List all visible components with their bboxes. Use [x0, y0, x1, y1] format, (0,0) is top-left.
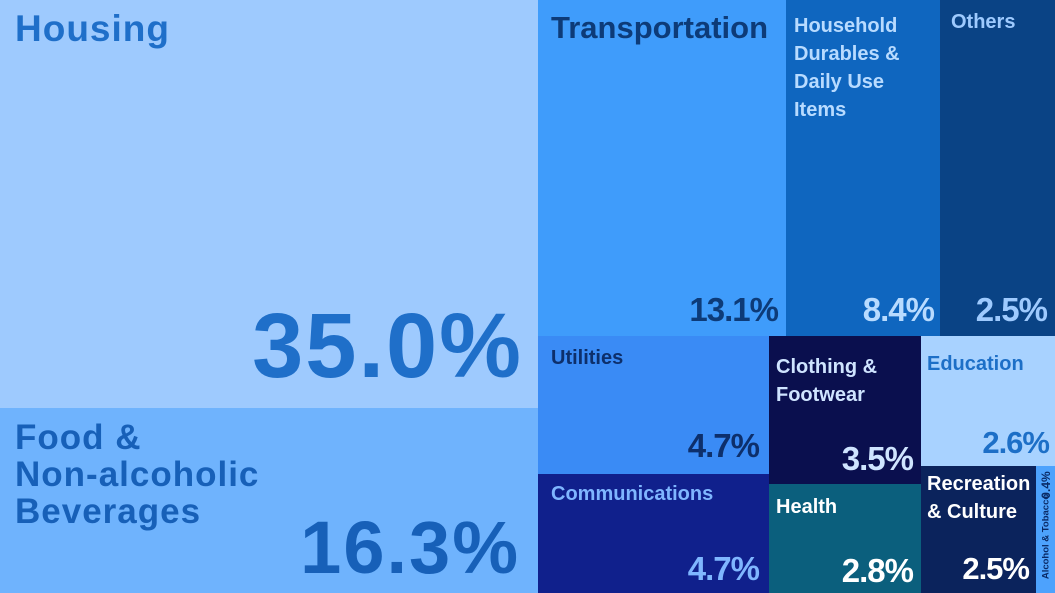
value-communications: 4.7% — [687, 550, 760, 587]
value-others: 2.5% — [975, 291, 1048, 328]
value-utilities: 4.7% — [687, 427, 760, 464]
tile-alcohol: Alcohol & Tobacco 0.4% — [1036, 466, 1055, 593]
value-housing: 35.0% — [252, 295, 523, 397]
tile-household: Household Durables & Daily Use Items 8.4… — [786, 0, 940, 336]
tile-housing: Housing 35.0% — [0, 0, 538, 408]
tile-recreation: Recreation & Culture 2.5% — [921, 466, 1036, 593]
value-education: 2.6% — [982, 425, 1050, 460]
tile-transportation: Transportation 13.1% — [538, 0, 786, 336]
tile-education: Education 2.6% — [921, 336, 1055, 466]
label-food: Food & Non-alcoholic Beverages — [15, 418, 260, 531]
label-education: Education — [927, 353, 1024, 375]
tile-communications: Communications 4.7% — [538, 474, 769, 593]
label-housing: Housing — [15, 8, 170, 49]
tile-utilities: Utilities 4.7% — [538, 336, 769, 474]
tile-food: Food & Non-alcoholic Beverages 16.3% — [0, 408, 538, 593]
tile-clothing: Clothing & Footwear 3.5% — [769, 336, 921, 484]
value-food: 16.3% — [300, 506, 520, 589]
label-clothing: Clothing & Footwear — [776, 356, 878, 406]
tile-health: Health 2.8% — [769, 484, 921, 593]
label-utilities: Utilities — [551, 347, 624, 369]
value-transportation: 13.1% — [689, 291, 779, 328]
label-health: Health — [776, 496, 838, 518]
value-alcohol: 0.4% — [1039, 471, 1053, 499]
tile-others: Others 2.5% — [940, 0, 1055, 336]
label-transportation: Transportation — [551, 10, 769, 45]
value-household: 8.4% — [862, 291, 935, 328]
value-recreation: 2.5% — [962, 551, 1030, 586]
label-others: Others — [951, 11, 1016, 33]
label-recreation: Recreation & Culture — [927, 473, 1031, 523]
label-household: Household Durables & Daily Use Items — [794, 15, 900, 121]
value-health: 2.8% — [841, 552, 914, 589]
label-communications: Communications — [551, 483, 714, 505]
value-clothing: 3.5% — [841, 440, 914, 477]
